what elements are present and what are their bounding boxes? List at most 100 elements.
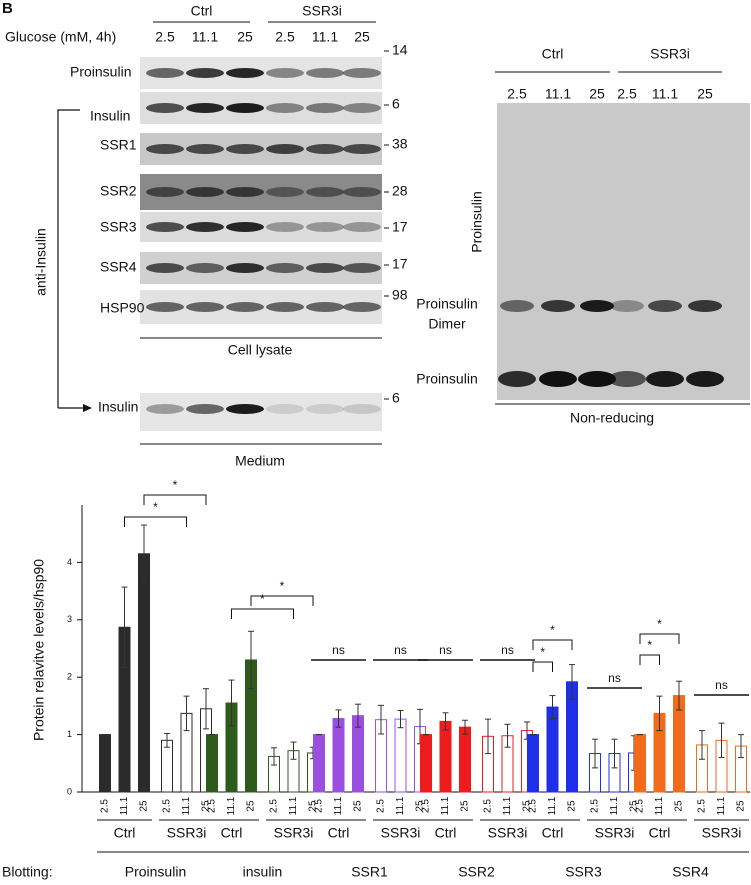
x-tick-label: 11.1 xyxy=(288,796,299,815)
concentration-label: 2.5 xyxy=(275,29,295,45)
subgroup-label: Ctrl xyxy=(649,825,671,841)
significance-bracket xyxy=(143,494,207,505)
significance-label: * xyxy=(647,638,652,652)
group-label: SSR2 xyxy=(458,864,495,880)
significance-label: * xyxy=(260,592,265,606)
blot-band xyxy=(146,68,184,78)
blot-band xyxy=(343,263,381,273)
row-label: SSR3 xyxy=(100,219,137,235)
concentration-label: 11.1 xyxy=(192,29,218,45)
subgroup-label: Ctrl xyxy=(435,825,457,841)
significance-label: ns xyxy=(715,678,728,692)
proinsulin-side-label: Proinsulin xyxy=(469,191,485,252)
x-tick-label: 2.5 xyxy=(269,799,280,813)
bracket-line xyxy=(57,109,80,408)
blot-band xyxy=(226,68,264,78)
x-tick-label: 25 xyxy=(522,800,533,812)
blot-band xyxy=(146,404,184,414)
concentration-label: 2.5 xyxy=(617,86,637,102)
arrow-head xyxy=(83,404,92,412)
x-tick-label: 2.5 xyxy=(635,799,646,813)
y-tick-label: 2 xyxy=(67,672,72,682)
blot-band xyxy=(608,371,646,387)
x-tick-label: 2.5 xyxy=(421,799,432,813)
x-tick-label: 11.1 xyxy=(333,796,344,815)
blot-band xyxy=(343,103,381,113)
blot-band xyxy=(146,263,184,273)
blot-band xyxy=(266,103,304,113)
blot-band xyxy=(226,263,264,273)
blot-band xyxy=(306,222,344,232)
blot-band xyxy=(186,103,224,113)
bar xyxy=(206,734,218,793)
row-label: SSR4 xyxy=(100,259,137,275)
subgroup-label: SSR3i xyxy=(381,825,421,841)
blot-band xyxy=(186,144,224,154)
significance-label: ns xyxy=(501,643,514,657)
dimer-label: Proinsulin xyxy=(416,296,477,312)
blot-band xyxy=(500,300,534,312)
x-tick-label: 2.5 xyxy=(528,799,539,813)
y-tick-label: 1 xyxy=(67,729,72,739)
significance-label: * xyxy=(173,478,178,492)
concentration-label: 25 xyxy=(354,29,370,45)
blot-band xyxy=(266,68,304,78)
x-tick-label: 2.5 xyxy=(162,799,173,813)
x-tick-label: 2.5 xyxy=(697,799,708,813)
blot-band xyxy=(266,404,304,414)
x-tick-label: 25 xyxy=(308,800,319,812)
group-label: Ctrl xyxy=(542,46,564,62)
significance-label: ns xyxy=(439,643,452,657)
significance-label: * xyxy=(657,617,662,631)
blot-band xyxy=(580,300,614,312)
x-tick-label: 25 xyxy=(139,800,150,812)
group-label: Proinsulin xyxy=(125,864,186,880)
blot-band xyxy=(686,371,724,387)
marker-label: 98 xyxy=(392,287,408,303)
group-label: SSR1 xyxy=(351,864,388,880)
glucose-label: Glucose (mM, 4h) xyxy=(5,29,116,45)
group-label: SSR3 xyxy=(565,864,602,880)
monomer-label: Proinsulin xyxy=(416,371,477,387)
concentration-label: 2.5 xyxy=(507,86,527,102)
blot-band xyxy=(306,404,344,414)
marker-label: 6 xyxy=(392,390,400,406)
blot-band xyxy=(226,404,264,414)
subgroup-label: SSR3i xyxy=(167,825,207,841)
blot-band xyxy=(646,371,684,387)
subgroup-label: Ctrl xyxy=(221,825,243,841)
medium-label: Medium xyxy=(235,453,285,469)
dimer-label: Dimer xyxy=(428,316,466,332)
significance-bracket xyxy=(639,654,660,665)
concentration-label: 2.5 xyxy=(155,29,175,45)
subgroup-label: SSR3i xyxy=(702,825,742,841)
blot-band xyxy=(186,222,224,232)
blot-band xyxy=(541,300,575,312)
bar xyxy=(459,726,471,793)
blot-band xyxy=(266,302,304,312)
significance-bracket xyxy=(124,516,187,527)
blot-band xyxy=(306,103,344,113)
concentration-label: 11.1 xyxy=(312,29,338,45)
bar xyxy=(99,734,111,793)
blot-band xyxy=(266,187,304,197)
group-label: insulin xyxy=(243,864,283,880)
blot-band xyxy=(343,187,381,197)
subgroup-label: Ctrl xyxy=(114,825,136,841)
group-label: SSR3i xyxy=(650,46,690,62)
blot-band xyxy=(186,68,224,78)
bar xyxy=(634,734,646,793)
blot-band xyxy=(226,302,264,312)
significance-bracket xyxy=(250,595,314,606)
x-tick-label: 11.1 xyxy=(716,796,727,815)
row-label: SSR2 xyxy=(100,183,137,199)
blot-band xyxy=(146,187,184,197)
concentration-label: 25 xyxy=(237,29,253,45)
blot-band xyxy=(226,187,264,197)
group-label: Ctrl xyxy=(191,3,213,19)
x-tick-label: 2.5 xyxy=(590,799,601,813)
blot-band xyxy=(306,302,344,312)
marker-label: 6 xyxy=(392,96,400,112)
y-axis-title: Protein relavitve levels/hsp90 xyxy=(31,559,47,741)
